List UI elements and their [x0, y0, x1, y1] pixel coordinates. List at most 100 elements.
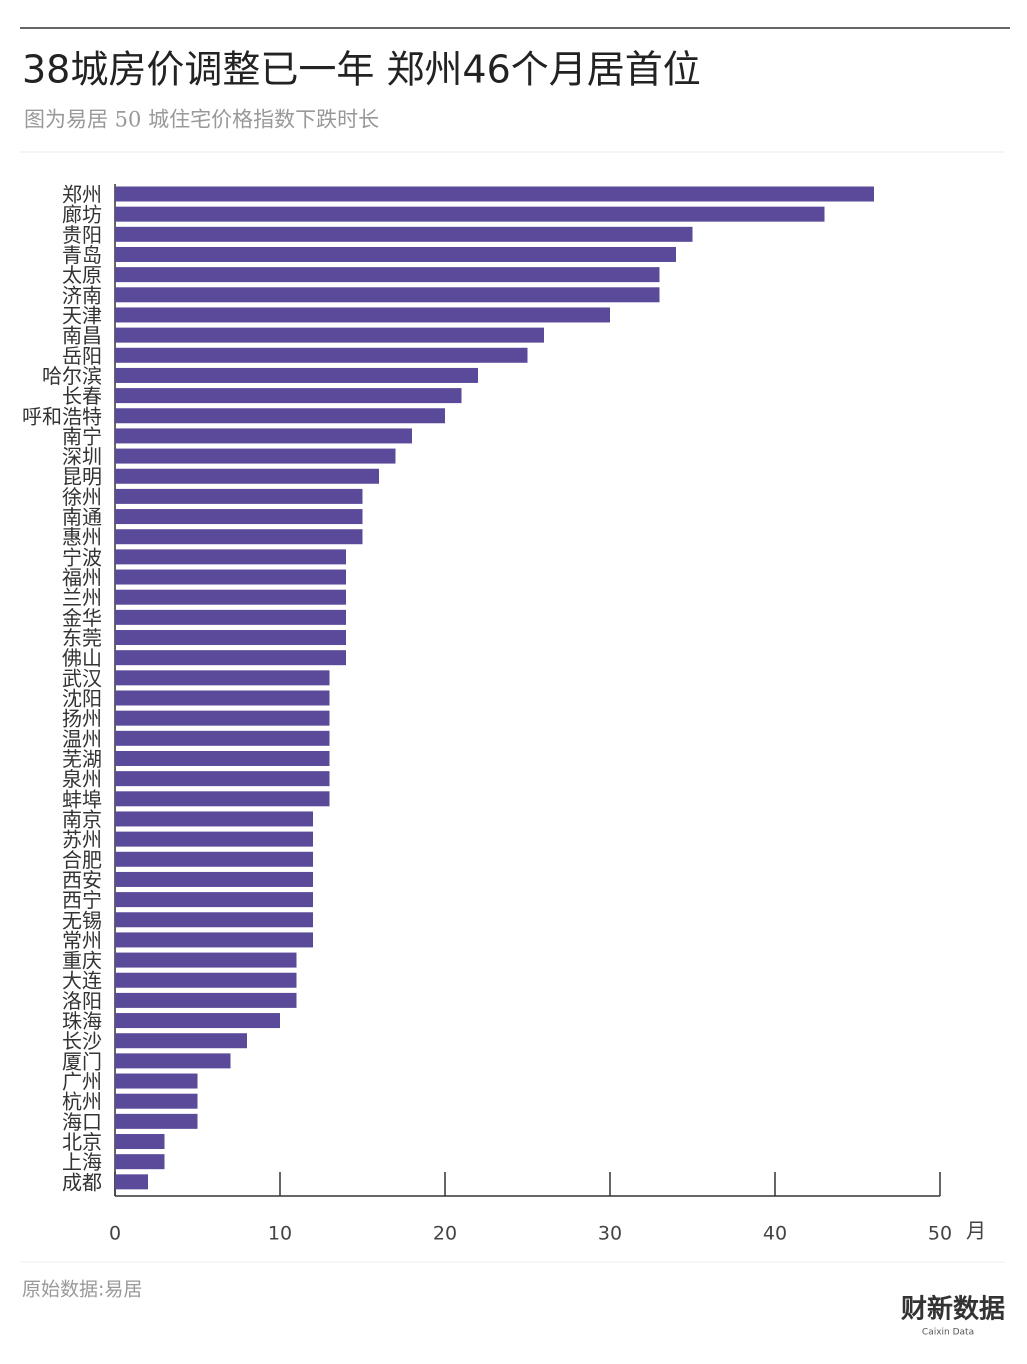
y-tick-label: 太原 — [62, 263, 102, 287]
y-tick-label: 宁波 — [62, 545, 102, 569]
y-tick-label: 广州 — [62, 1070, 102, 1094]
chart-title: 38城房价调整已一年 郑州46个月居首位 — [22, 48, 701, 92]
y-tick-label: 北京 — [62, 1130, 102, 1154]
x-tick-label: 30 — [598, 1223, 622, 1245]
bar — [115, 871, 313, 887]
x-tick-label: 50 — [928, 1223, 952, 1245]
bar — [115, 710, 330, 726]
bar — [115, 992, 297, 1008]
x-tick-label: 20 — [433, 1223, 457, 1245]
y-tick-label: 南通 — [62, 505, 102, 529]
bar — [115, 246, 676, 262]
y-tick-label: 贵阳 — [62, 223, 102, 247]
bar — [115, 549, 346, 565]
y-tick-label: 徐州 — [62, 485, 102, 509]
y-tick-label: 天津 — [62, 303, 102, 327]
bar — [115, 206, 825, 222]
y-tick-label: 重庆 — [62, 949, 102, 973]
bar — [115, 730, 330, 746]
bar — [115, 1053, 231, 1069]
bar — [115, 1013, 280, 1029]
y-tick-label: 洛阳 — [62, 989, 102, 1013]
bar — [115, 912, 313, 928]
y-tick-label: 温州 — [62, 727, 102, 751]
y-tick-label: 珠海 — [62, 1009, 102, 1033]
logo-sub: Caixin Data — [922, 1328, 974, 1338]
y-tick-label: 郑州 — [62, 183, 102, 207]
bar — [115, 388, 462, 404]
y-tick-label: 惠州 — [62, 525, 102, 549]
y-tick-label: 深圳 — [62, 445, 102, 469]
source: 原始数据:易居 — [22, 1279, 142, 1301]
y-tick-label: 沈阳 — [62, 687, 102, 711]
bar — [115, 831, 313, 847]
x-axis-label: 月 — [966, 1219, 986, 1243]
y-tick-label: 上海 — [62, 1150, 102, 1174]
y-tick-label: 呼和浩特 — [22, 404, 102, 428]
chart-subtitle: 图为易居 50 城住宅价格指数下跌时长 — [24, 108, 379, 132]
y-tick-label: 大连 — [62, 969, 102, 993]
y-tick-label: 东莞 — [62, 626, 102, 650]
y-tick-label: 厦门 — [62, 1049, 102, 1073]
y-tick-label: 武汉 — [62, 666, 102, 690]
bar — [115, 569, 346, 585]
bar — [115, 468, 379, 484]
bar — [115, 811, 313, 827]
y-tick-label: 青岛 — [62, 243, 102, 267]
bar — [115, 952, 297, 968]
y-tick-label: 常州 — [62, 928, 102, 952]
bar — [115, 287, 660, 303]
y-tick-label: 昆明 — [62, 465, 102, 489]
bar — [115, 367, 478, 383]
bar — [115, 589, 346, 605]
y-tick-label: 无锡 — [62, 908, 102, 932]
y-tick-label: 南宁 — [62, 424, 102, 448]
y-tick-label: 哈尔滨 — [42, 364, 102, 388]
bar — [115, 690, 330, 706]
y-tick-label: 南京 — [62, 807, 102, 831]
bar — [115, 1033, 247, 1049]
bar — [115, 851, 313, 867]
bar — [115, 347, 528, 363]
bar — [115, 892, 313, 908]
y-tick-label: 成都 — [62, 1170, 102, 1194]
y-tick-label: 岳阳 — [62, 344, 102, 368]
bar — [115, 488, 363, 504]
x-tick-label: 40 — [763, 1223, 787, 1245]
y-tick-label: 廊坊 — [62, 203, 102, 227]
bar — [115, 186, 874, 202]
y-tick-label: 扬州 — [62, 707, 102, 731]
y-tick-label: 海口 — [62, 1110, 102, 1134]
bar — [115, 650, 346, 666]
y-tick-label: 金华 — [62, 606, 102, 630]
bar — [115, 408, 445, 424]
bar — [115, 972, 297, 988]
y-tick-label: 杭州 — [62, 1090, 102, 1114]
y-tick-label: 合肥 — [62, 848, 102, 872]
y-tick-label: 芜湖 — [62, 747, 102, 771]
bar — [115, 1093, 198, 1109]
bar — [115, 327, 544, 343]
x-tick-label: 0 — [109, 1223, 121, 1245]
bar — [115, 750, 330, 766]
y-tick-label: 佛山 — [62, 646, 102, 670]
bar — [115, 428, 412, 444]
bar — [115, 529, 363, 545]
y-tick-label: 西宁 — [62, 888, 102, 912]
bar — [115, 932, 313, 948]
bar — [115, 609, 346, 625]
y-tick-label: 泉州 — [62, 767, 102, 791]
y-tick-label: 福州 — [62, 566, 102, 590]
bar — [115, 1134, 165, 1150]
bar — [115, 448, 396, 464]
bar — [115, 1174, 148, 1190]
y-tick-label: 长沙 — [62, 1029, 102, 1053]
bar — [115, 307, 610, 323]
y-tick-label: 苏州 — [62, 828, 102, 852]
y-tick-label: 济南 — [62, 283, 102, 307]
bar — [115, 1113, 198, 1129]
y-tick-label: 西安 — [62, 868, 102, 892]
bar — [115, 1154, 165, 1170]
bar — [115, 1073, 198, 1089]
